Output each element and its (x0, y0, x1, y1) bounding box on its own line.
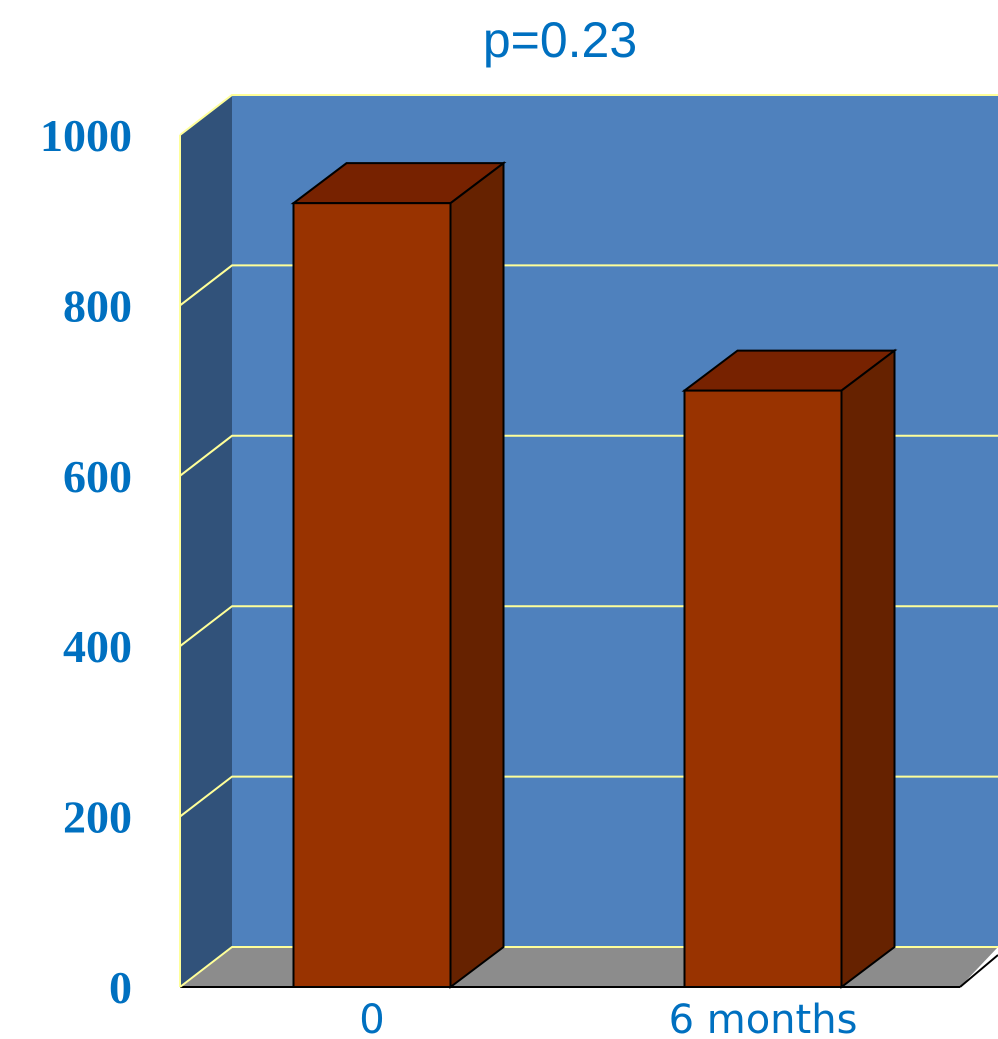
x-tick-label: 6 months (669, 997, 858, 1039)
bar-front (683, 389, 843, 989)
y-tick-label: 400 (63, 621, 132, 672)
bar-front (292, 202, 452, 989)
y-tick-label: 1000 (40, 110, 132, 161)
y-tick-label: 200 (63, 792, 132, 843)
y-tick-label: 0 (109, 962, 132, 1013)
bar (290, 161, 507, 990)
chart-title: p=0.23 (483, 12, 637, 68)
y-tick-label: 800 (63, 280, 132, 331)
floor-edge (959, 954, 998, 988)
bar-side (449, 161, 505, 990)
x-tick-label: 0 (359, 997, 384, 1039)
gridline (179, 94, 998, 136)
y-tick-label: 600 (63, 451, 132, 502)
side-wall (180, 95, 232, 987)
gridline (179, 264, 998, 307)
bar (681, 348, 898, 990)
bar-side (840, 348, 896, 990)
